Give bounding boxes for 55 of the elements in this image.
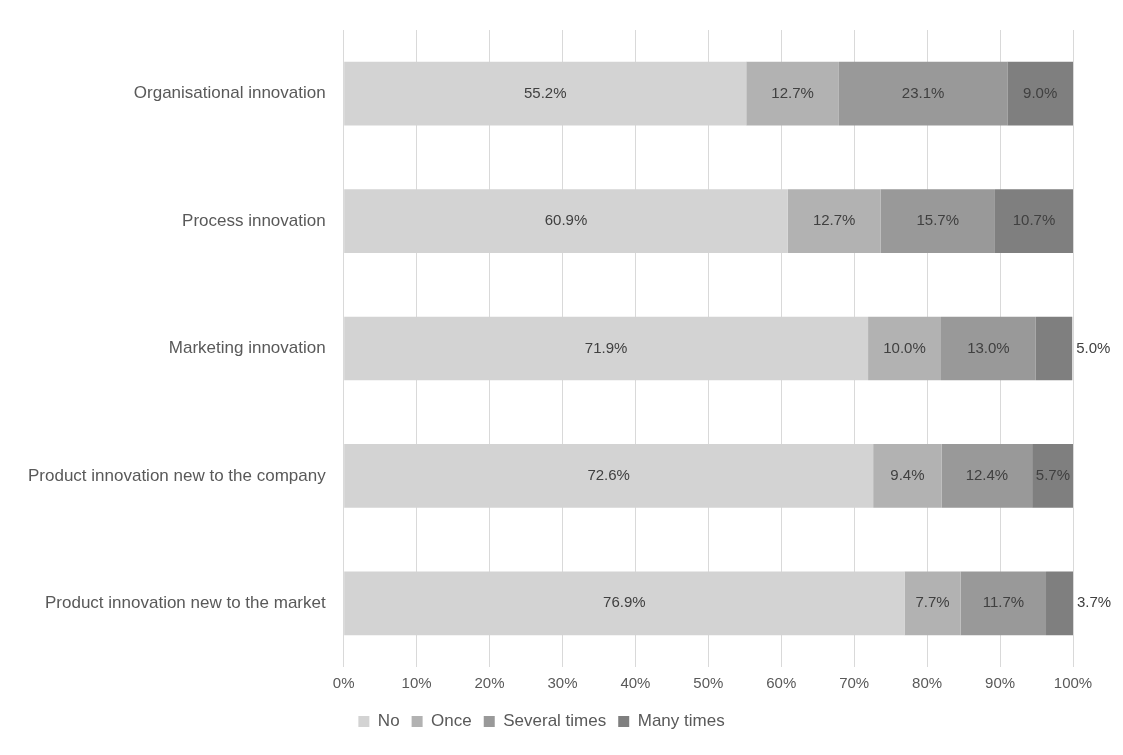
text: 10.0% — [883, 338, 926, 356]
y-tick-label: Product innovation new to the company — [28, 465, 327, 485]
text: 72.6% — [587, 466, 630, 484]
text: 5.7% — [1035, 466, 1071, 484]
text: 60.9% — [544, 211, 588, 229]
text: 9.4% — [890, 466, 925, 484]
x-tick-label: 50% — [693, 674, 724, 692]
text: 76.9% — [603, 593, 646, 611]
legend-label: No — [377, 711, 400, 731]
x-tick-label: 10% — [401, 674, 432, 692]
text: 12.4% — [965, 466, 1009, 484]
x-tick-label: 40% — [620, 674, 651, 692]
bar — [994, 189, 1073, 253]
bar — [787, 189, 881, 253]
x-tick-label: 60% — [766, 674, 797, 692]
x-tick-label: 20% — [474, 674, 505, 692]
legend-label: Many times — [637, 711, 725, 731]
text: 9.0% — [1023, 83, 1058, 101]
bar — [940, 316, 1036, 381]
x-tick-label: 30% — [547, 674, 578, 692]
y-tick-label: Marketing innovation — [168, 338, 326, 358]
x-tick-label: 70% — [839, 674, 870, 692]
bar — [1035, 316, 1073, 381]
text: 11.7% — [982, 593, 1025, 611]
bar — [880, 189, 995, 253]
text: 5.0% — [1076, 338, 1111, 356]
x-tick-label: 90% — [985, 674, 1016, 692]
bar — [904, 571, 961, 636]
text: 3.7% — [1077, 593, 1112, 611]
text: 12.7% — [771, 83, 814, 101]
legend-label: Once — [431, 711, 472, 731]
bar — [1046, 571, 1073, 636]
x-tick-label: 80% — [912, 674, 943, 692]
bar — [873, 444, 942, 508]
legend-label: Several times — [503, 711, 607, 731]
bar — [941, 444, 1033, 508]
bar — [1032, 444, 1073, 508]
x-tick-label: 100% — [1053, 674, 1093, 692]
text: 12.7% — [812, 211, 856, 229]
text: 71.9% — [584, 338, 628, 356]
text: 15.7% — [916, 211, 959, 229]
y-tick-label: Process innovation — [182, 210, 326, 230]
y-tick-label: Product innovation new to the market — [45, 592, 326, 612]
text: 23.1% — [901, 83, 945, 101]
bar — [1007, 61, 1073, 126]
text: 7.7% — [915, 593, 950, 611]
bar — [960, 571, 1047, 636]
text: 55.2% — [523, 83, 567, 101]
text: 13.0% — [967, 338, 1010, 356]
text: 10.7% — [1012, 211, 1056, 229]
bar — [838, 61, 1008, 126]
bar — [868, 316, 941, 381]
y-tick-label: Organisational innovation — [133, 83, 326, 103]
bar — [746, 61, 839, 126]
x-tick-label: 0% — [332, 674, 355, 692]
